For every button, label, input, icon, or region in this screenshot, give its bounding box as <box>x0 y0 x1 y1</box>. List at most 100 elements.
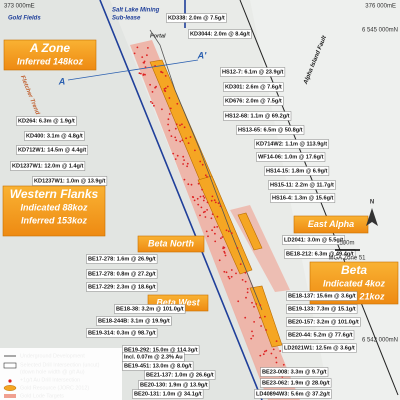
intersection-dot <box>154 86 157 89</box>
intersection-dot <box>166 85 169 88</box>
intersection-dot <box>214 240 217 243</box>
intersection-dot <box>189 136 192 138</box>
intersection-dot <box>224 254 227 257</box>
zone-name: Beta North <box>148 238 195 248</box>
drill-label: LD2041: 3.0m @ 5.5g/t <box>284 237 343 243</box>
intersection-dot <box>169 107 172 110</box>
intersection-dot <box>227 230 230 233</box>
intersection-dots <box>133 46 290 382</box>
intersection-dot <box>265 329 267 331</box>
intersection-dot <box>183 178 186 181</box>
grid-label: 6 542 000mN <box>362 338 398 344</box>
intersection-dot <box>228 277 231 280</box>
intersection-dot <box>282 363 285 366</box>
intersection-dot <box>176 102 179 105</box>
intersection-dot <box>239 263 242 265</box>
intersection-dot <box>176 154 179 157</box>
drill-label-box <box>286 304 358 314</box>
intersection-dot <box>272 348 275 351</box>
intersection-dot <box>164 87 167 90</box>
intersection-dot <box>210 199 213 202</box>
intersection-dot <box>264 315 266 318</box>
drill-label: BE20-44: 5.2m @ 77.6g/t <box>288 332 353 338</box>
intersection-dot <box>259 304 262 306</box>
intersection-dot <box>246 291 249 294</box>
drill-label: LD2021W1: 12.5m @ 3.6g/t <box>284 345 355 351</box>
intersection-dot <box>174 136 177 139</box>
drill-label: KD712W1: 14.5m @ 4.4g/t <box>18 147 86 153</box>
intersection-dot <box>225 229 228 232</box>
zone-name: Beta West <box>156 297 200 307</box>
drill-label: KD400: 3.1m @ 4.8g/t <box>26 133 83 139</box>
intersection-dot <box>151 91 154 93</box>
north-arrow <box>366 208 378 226</box>
intersection-dot <box>187 183 190 186</box>
section-line <box>67 59 199 81</box>
intersection-dot <box>133 52 136 55</box>
legend-box <box>0 348 122 400</box>
drill-label-box <box>284 249 356 259</box>
intersection-dot <box>147 47 149 49</box>
intersection-dot <box>163 89 166 92</box>
intersection-dot <box>170 135 173 138</box>
legend-symbol <box>3 385 17 391</box>
intersection-dot <box>237 300 240 303</box>
gold-resource <box>237 212 263 251</box>
drill-label-box <box>268 180 336 190</box>
zone-name: A Zone <box>29 41 71 55</box>
intersection-dot <box>252 335 255 337</box>
drill-label: BE18-212: 6.3m @ 49.4g/t <box>286 251 354 257</box>
drill-label-box <box>10 161 86 171</box>
zone-resource: Inferred 148koz <box>17 56 84 66</box>
drill-label-box <box>16 116 77 126</box>
intersection-dot <box>199 214 201 217</box>
drill-label-box <box>256 152 326 162</box>
drill-label: HS12-68: 1.1m @ 69.2g/t <box>225 113 290 119</box>
drill-label-box <box>223 111 292 121</box>
intersection-dot <box>241 279 244 281</box>
intersection-dot <box>181 123 183 126</box>
intersection-dot <box>199 195 202 198</box>
intersection-dot <box>190 183 193 186</box>
intersection-dot <box>146 54 148 57</box>
intersection-dot <box>220 237 222 240</box>
drill-label: BE19-314: 0.3m @ 98.7g/t <box>88 330 156 336</box>
drill-label-box <box>260 367 329 377</box>
intersection-dot <box>187 142 190 145</box>
intersection-dot <box>149 83 152 86</box>
drill-label: KD1237W1: 12.0m @ 1.4g/t <box>12 163 84 169</box>
intersection-dot <box>185 137 188 140</box>
gold-resource <box>249 285 283 348</box>
drill-label-box <box>188 29 252 39</box>
intersection-dot <box>275 340 278 342</box>
intersection-dot <box>201 163 204 166</box>
drill-label-box <box>220 67 286 77</box>
intersection-dot <box>206 209 209 211</box>
drill-label-box <box>86 254 158 264</box>
intersection-dot <box>221 236 224 238</box>
intersection-dot <box>192 196 195 199</box>
zone-box <box>3 39 97 71</box>
drill-label: BE18-38: 3.2m @ 101.0g/t <box>116 306 184 312</box>
drill-label: BE19-133: 7.3m @ 15.1g/t <box>288 306 356 312</box>
intersection-dot <box>202 195 205 198</box>
drill-label: KD676: 2.0m @ 7.5g/t <box>225 98 282 104</box>
drill-label-box <box>24 131 85 141</box>
intersection-dot <box>265 349 268 352</box>
intersection-dot <box>200 206 203 209</box>
drill-label-box <box>254 139 329 149</box>
intersection-dot <box>168 129 171 132</box>
intersection-dot <box>253 321 256 323</box>
intersection-dot <box>275 356 277 359</box>
intersection-dot <box>211 195 214 198</box>
intersection-dot <box>204 216 207 218</box>
intersection-dot <box>193 199 196 202</box>
intersection-dot <box>259 316 261 319</box>
intersection-dot <box>160 70 163 73</box>
intersection-dot <box>207 235 209 238</box>
intersection-dot <box>214 232 216 235</box>
intersection-dot <box>186 162 189 165</box>
zone-box <box>137 235 205 253</box>
intersection-dot <box>197 203 200 206</box>
drill-label: BE18-137: 15.6m @ 3.6g/t <box>288 293 356 299</box>
